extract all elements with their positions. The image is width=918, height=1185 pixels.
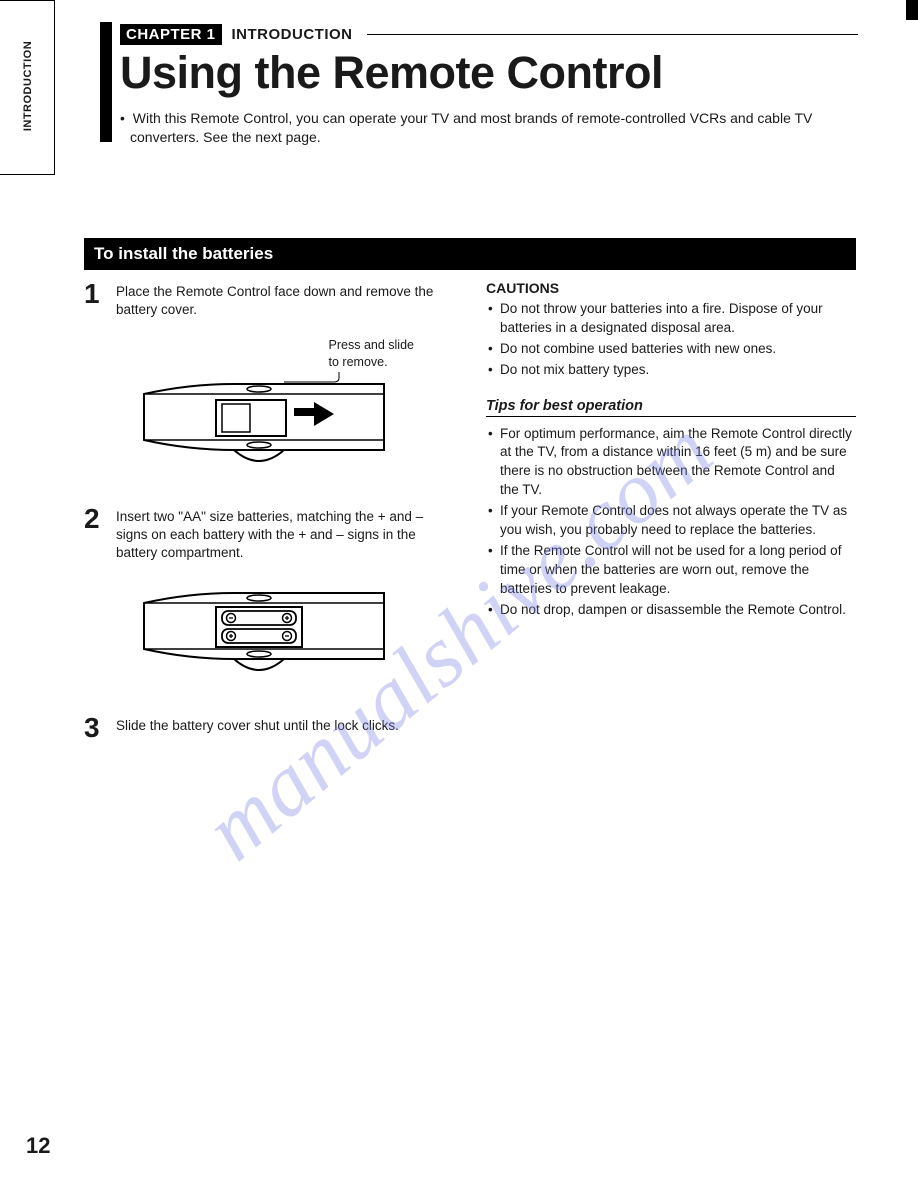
chapter-badge: CHAPTER 1 [120, 24, 222, 45]
caution-item: Do not throw your batteries into a fire.… [500, 300, 856, 338]
chapter-label: INTRODUCTION [232, 26, 353, 43]
tip-item: If the Remote Control will not be used f… [500, 542, 856, 599]
cautions-heading: CAUTIONS [486, 280, 856, 296]
bullet-icon: • [120, 110, 129, 126]
tip-item: Do not drop, dampen or disassemble the R… [500, 601, 856, 620]
cautions-list: Do not throw your batteries into a fire.… [486, 300, 856, 380]
caution-item: Do not combine used batteries with new o… [500, 340, 856, 359]
tip-item: If your Remote Control does not always o… [500, 502, 856, 540]
diagram-caption: Press and slide to remove. [329, 337, 414, 370]
diagram-caption-line1: Press and slide [329, 338, 414, 352]
intro-text: • With this Remote Control, you can oper… [120, 109, 858, 147]
remote-cover-svg [134, 372, 394, 482]
content-columns: 1 Place the Remote Control face down and… [84, 280, 856, 760]
step-text: Insert two "AA" size batteries, matching… [116, 505, 444, 563]
tip-item: For optimum performance, aim the Remote … [500, 425, 856, 501]
tips-list: For optimum performance, aim the Remote … [486, 425, 856, 620]
page-header: CHAPTER 1 INTRODUCTION Using the Remote … [120, 24, 858, 147]
diagram-remove-cover: Press and slide to remove. [84, 337, 444, 487]
step-text: Place the Remote Control face down and r… [116, 280, 444, 319]
step-1: 1 Place the Remote Control face down and… [84, 280, 444, 319]
corner-mark [906, 0, 918, 20]
header-vertical-bar [100, 22, 112, 142]
step-number: 3 [84, 714, 106, 742]
side-tab: INTRODUCTION [0, 0, 55, 175]
step-text: Slide the battery cover shut until the l… [116, 714, 399, 742]
intro-body: With this Remote Control, you can operat… [130, 110, 812, 145]
chapter-rule [367, 34, 858, 36]
diagram-insert-batteries [84, 581, 444, 696]
step-number: 1 [84, 280, 106, 319]
page-title: Using the Remote Control [120, 47, 858, 99]
diagram-caption-line2: to remove. [329, 355, 388, 369]
page-number: 12 [26, 1133, 50, 1159]
side-tab-label: INTRODUCTION [22, 41, 34, 131]
chapter-row: CHAPTER 1 INTRODUCTION [120, 24, 858, 45]
caution-item: Do not mix battery types. [500, 361, 856, 380]
step-3: 3 Slide the battery cover shut until the… [84, 714, 444, 742]
right-column: CAUTIONS Do not throw your batteries int… [486, 280, 856, 760]
step-number: 2 [84, 505, 106, 563]
remote-batteries-svg [134, 581, 394, 691]
section-bar: To install the batteries [84, 238, 856, 270]
left-column: 1 Place the Remote Control face down and… [84, 280, 444, 760]
tips-heading: Tips for best operation [486, 398, 856, 417]
step-2: 2 Insert two "AA" size batteries, matchi… [84, 505, 444, 563]
